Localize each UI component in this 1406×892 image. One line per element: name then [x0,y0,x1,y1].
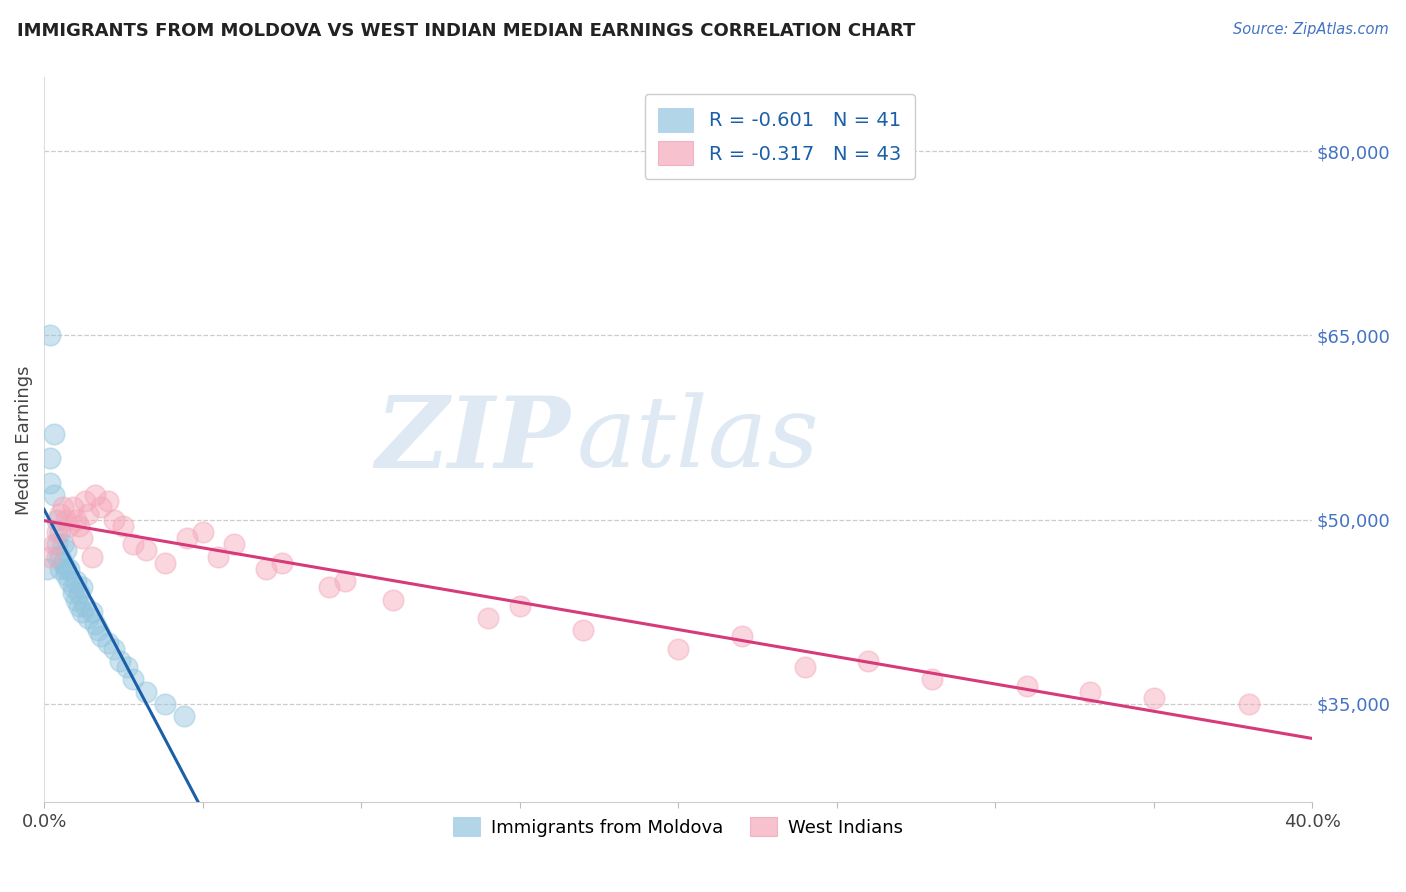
Point [176,531,198,545]
Point [135,684,157,698]
Point [477,611,499,625]
Point [270,556,292,570]
Point [122,537,145,551]
Point [96,494,118,508]
Point [77,611,100,625]
Point [90,629,112,643]
Point [103,641,125,656]
Point [45,513,67,527]
Point [793,660,815,674]
Point [58,562,80,576]
Point [52,556,75,570]
Legend: Immigrants from Moldova, West Indians: Immigrants from Moldova, West Indians [446,810,911,844]
Point [381,592,404,607]
Point [37,562,59,576]
Text: IMMIGRANTS FROM MOLDOVA VS WEST INDIAN MEDIAN EARNINGS CORRELATION CHART: IMMIGRANTS FROM MOLDOVA VS WEST INDIAN M… [17,22,915,40]
Point [39,475,62,490]
Point [42,537,65,551]
Point [49,549,72,564]
Point [70,580,93,594]
Point [42,426,65,441]
Point [49,524,72,539]
Point [1143,690,1166,705]
Y-axis label: Median Earnings: Median Earnings [15,365,32,515]
Point [318,580,340,594]
Point [730,629,752,643]
Point [173,709,195,723]
Point [65,513,87,527]
Point [77,507,100,521]
Point [65,574,87,588]
Point [80,605,103,619]
Point [67,586,90,600]
Point [67,519,90,533]
Point [39,328,62,343]
Point [108,654,131,668]
Point [39,451,62,466]
Point [122,673,145,687]
Point [62,580,84,594]
Point [45,524,67,539]
Point [62,500,84,515]
Point [80,549,103,564]
Point [83,617,105,632]
Point [65,592,87,607]
Point [103,513,125,527]
Point [1237,697,1260,711]
Point [67,599,90,613]
Point [70,605,93,619]
Text: Source: ZipAtlas.com: Source: ZipAtlas.com [1233,22,1389,37]
Point [254,562,277,576]
Point [62,586,84,600]
Point [96,635,118,649]
Point [70,531,93,545]
Point [42,488,65,502]
Point [153,556,176,570]
Point [52,500,75,515]
Point [666,641,689,656]
Point [858,654,880,668]
Point [55,513,77,527]
Point [135,543,157,558]
Point [191,524,214,539]
Point [39,549,62,564]
Point [509,599,531,613]
Point [75,494,97,508]
Point [921,673,943,687]
Point [90,500,112,515]
Point [87,624,110,638]
Point [55,568,77,582]
Point [1015,679,1038,693]
Point [153,697,176,711]
Point [1078,684,1101,698]
Point [52,537,75,551]
Text: atlas: atlas [576,392,820,488]
Point [572,624,595,638]
Point [58,519,80,533]
Text: ZIP: ZIP [375,392,571,488]
Point [55,562,77,576]
Point [224,537,246,551]
Point [45,537,67,551]
Point [45,549,67,564]
Point [115,660,138,674]
Point [49,507,72,521]
Point [55,543,77,558]
Point [58,574,80,588]
Point [49,562,72,576]
Point [75,599,97,613]
Point [335,574,357,588]
Point [83,488,105,502]
Point [207,549,229,564]
Point [112,519,135,533]
